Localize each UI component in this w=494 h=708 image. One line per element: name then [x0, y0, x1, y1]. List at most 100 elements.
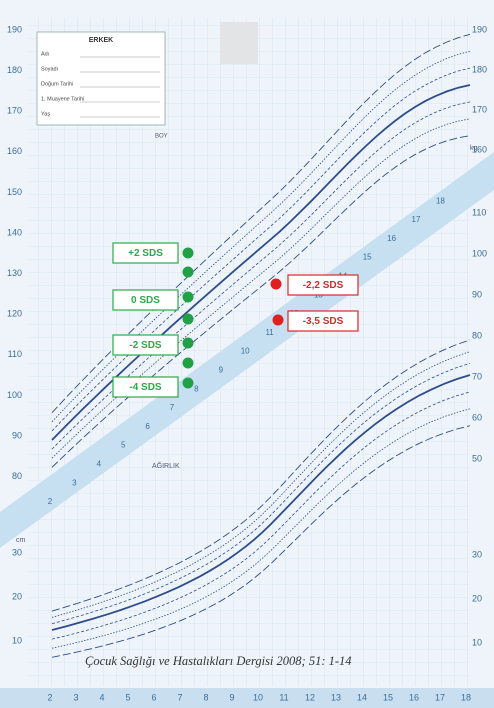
green-dot: [182, 291, 194, 303]
green-box: [112, 376, 179, 398]
green-box: [112, 289, 179, 311]
tick-label: 30: [12, 547, 22, 557]
tick-label: 60: [472, 412, 482, 422]
tick-label: 150: [7, 187, 22, 197]
band-age: 18: [436, 196, 445, 205]
x-tick-label: 17: [435, 692, 445, 702]
x-tick-label: 4: [99, 692, 104, 702]
x-tick-label: 8: [203, 692, 208, 702]
tick-label: 20: [12, 591, 22, 601]
tick-label: 70: [472, 371, 482, 381]
tick-label: 110: [472, 207, 486, 217]
tick-label: 10: [12, 635, 22, 645]
form-field: Adı: [41, 51, 49, 57]
x-tick-label: 3: [73, 692, 78, 702]
tick-label: 110: [8, 349, 22, 359]
band-age: 7: [170, 403, 175, 412]
x-tick-label: 6: [151, 692, 156, 702]
band-age: 8: [194, 384, 199, 393]
logo-placeholder: [220, 22, 258, 64]
green-dot: [182, 313, 194, 325]
form-box: [36, 31, 166, 126]
tick-label: 100: [7, 390, 22, 400]
red-box: [287, 274, 359, 296]
x-tick-label: 9: [229, 692, 234, 702]
tick-label: 180: [472, 64, 487, 74]
green-box: [112, 334, 179, 356]
band-age: 2: [48, 497, 53, 506]
curve: [51, 351, 471, 618]
tick-label: 20: [472, 593, 482, 603]
x-tick-label: 7: [177, 692, 182, 702]
red-box: [287, 310, 359, 332]
form-field: 1. Muayene Tarihi: [41, 96, 84, 102]
x-tick-label: 12: [305, 692, 315, 702]
tick-label: 50: [472, 453, 482, 463]
x-axis-strip: [0, 688, 494, 708]
form-field: Soyadı: [41, 66, 58, 72]
x-tick-label: 14: [357, 692, 367, 702]
green-dot: [182, 377, 194, 389]
band-age: 10: [241, 347, 250, 356]
tick-label: 100: [472, 248, 487, 258]
tick-label: 10: [472, 637, 482, 647]
tick-label: 180: [7, 65, 22, 75]
form-title: ERKEK: [89, 37, 114, 44]
tick-label: 170: [472, 104, 487, 114]
curve: [51, 135, 471, 468]
band-age: 15: [363, 253, 372, 262]
x-tick-label: 5: [125, 692, 130, 702]
tick-label: 90: [472, 289, 482, 299]
x-tick-label: 18: [461, 692, 471, 702]
tick-label: 170: [7, 106, 22, 116]
band-age: 11: [265, 328, 274, 337]
curve: [51, 391, 471, 640]
curve: [51, 425, 471, 658]
band-age: 17: [412, 215, 421, 224]
tick-label: 160: [472, 144, 487, 154]
tick-label: 160: [7, 146, 22, 156]
curve: [51, 67, 471, 432]
red-label: -2,2 SDS: [303, 280, 344, 291]
x-tick-label: 16: [409, 692, 419, 702]
citation: Çocuk Sağlığı ve Hastalıkları Dergisi 20…: [85, 654, 352, 668]
x-tick-label: 10: [253, 692, 263, 702]
tick-label: 130: [7, 268, 22, 278]
green-label: -2 SDS: [129, 340, 162, 351]
green-label: +2 SDS: [128, 248, 163, 259]
green-dot: [182, 247, 194, 259]
green-label: -4 SDS: [129, 382, 162, 393]
tick-label: 190: [7, 24, 22, 34]
band-age: 9: [219, 366, 224, 375]
red-dot: [270, 278, 282, 290]
curve: [51, 50, 471, 423]
curve: [51, 339, 471, 612]
band-age: 4: [97, 460, 102, 469]
kg-label: kg: [470, 145, 478, 152]
curve: [51, 374, 471, 631]
form-field: Doğum Tarihi: [41, 81, 73, 87]
x-tick-label: 15: [383, 692, 393, 702]
green-box: [112, 242, 179, 264]
curves: [51, 33, 471, 658]
band-age: 16: [387, 234, 396, 243]
band-age: 3: [72, 478, 77, 487]
tick-label: 80: [472, 330, 482, 340]
green-dot: [182, 337, 194, 349]
height-label: BOY: [155, 134, 168, 140]
red-dot: [272, 314, 284, 326]
tick-label: 90: [12, 430, 22, 440]
green-label: 0 SDS: [131, 295, 160, 306]
tick-label: 120: [7, 309, 22, 319]
x-tick-label: 13: [331, 692, 341, 702]
tick-label: 30: [472, 549, 482, 559]
weight-label: AĞIRLIK: [152, 461, 180, 470]
tick-label: 80: [12, 471, 22, 481]
cm-label: cm: [16, 537, 26, 544]
green-dot: [182, 266, 194, 278]
x-tick-label: 2: [47, 692, 52, 702]
tick-label: 140: [7, 227, 22, 237]
curve: [51, 84, 471, 441]
tick-label: 190: [472, 24, 487, 34]
